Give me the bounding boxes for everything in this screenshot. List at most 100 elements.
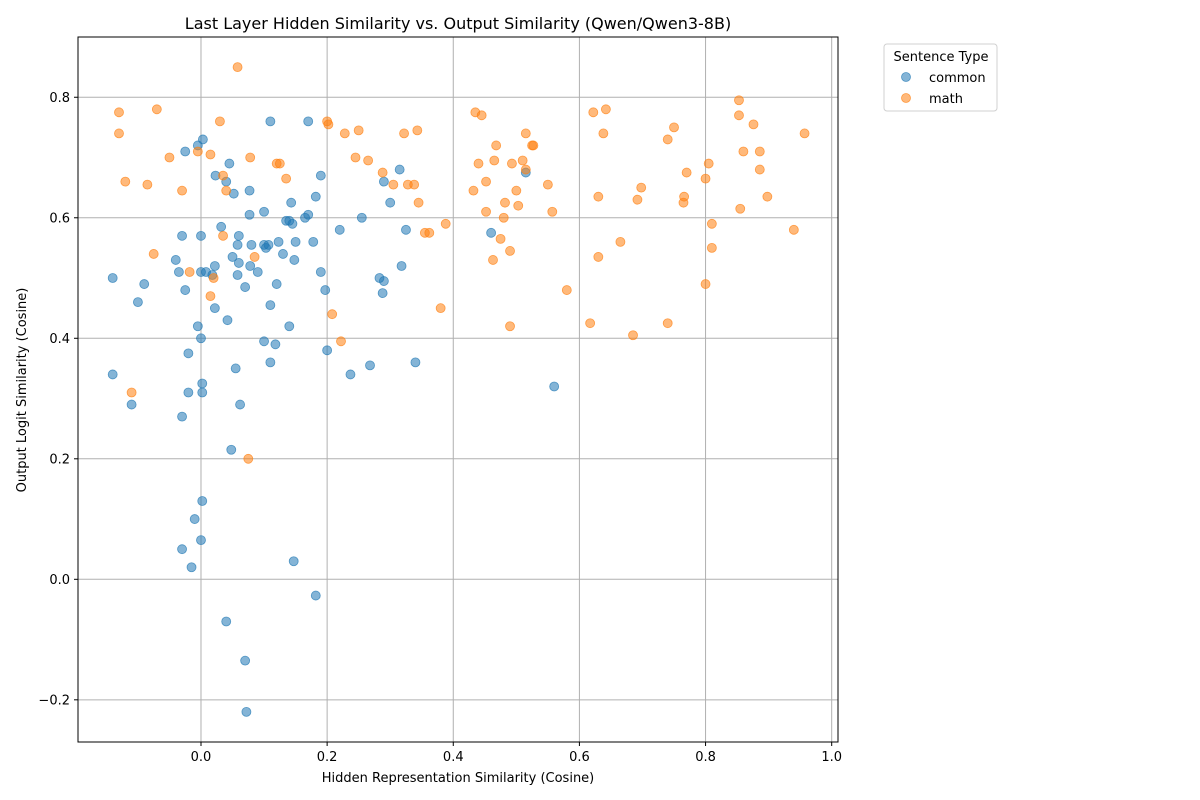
data-point-common bbox=[303, 116, 314, 127]
data-point-common bbox=[180, 285, 191, 295]
data-point-common bbox=[286, 197, 297, 208]
data-point-math bbox=[388, 179, 399, 190]
data-point-math bbox=[593, 191, 604, 202]
data-point-common bbox=[396, 261, 407, 271]
data-point-common bbox=[232, 270, 243, 280]
series-math bbox=[114, 62, 810, 464]
data-point-math bbox=[754, 146, 765, 157]
legend-marker-common bbox=[901, 72, 911, 82]
data-point-math bbox=[636, 182, 647, 193]
data-points bbox=[107, 62, 810, 717]
data-point-math bbox=[412, 125, 423, 136]
data-point-common bbox=[180, 146, 191, 157]
data-point-common bbox=[486, 227, 497, 238]
data-point-math bbox=[151, 104, 162, 115]
data-point-common bbox=[235, 399, 245, 410]
data-point-math bbox=[424, 227, 435, 238]
data-point-common bbox=[259, 336, 269, 347]
data-point-math bbox=[218, 170, 228, 181]
data-point-math bbox=[208, 273, 219, 283]
data-point-math bbox=[218, 230, 228, 241]
data-point-common bbox=[209, 261, 220, 271]
data-point-common bbox=[270, 339, 281, 350]
data-point-math bbox=[274, 158, 285, 169]
data-point-math bbox=[520, 164, 531, 175]
series-common bbox=[107, 116, 560, 717]
data-point-common bbox=[401, 224, 411, 235]
data-point-math bbox=[184, 267, 195, 277]
data-point-common bbox=[241, 706, 252, 717]
data-point-math bbox=[377, 167, 388, 178]
y-tick-label: 0.8 bbox=[49, 91, 70, 106]
data-point-common bbox=[197, 496, 208, 506]
data-point-math bbox=[615, 236, 626, 247]
legend-marker-math bbox=[901, 93, 911, 103]
data-point-common bbox=[240, 655, 251, 666]
data-point-common bbox=[233, 258, 244, 268]
data-point-math bbox=[114, 128, 124, 139]
data-point-common bbox=[303, 209, 314, 220]
data-point-common bbox=[410, 357, 421, 368]
y-tick-label: −0.2 bbox=[38, 693, 70, 708]
data-point-math bbox=[221, 185, 232, 196]
data-point-math bbox=[491, 140, 502, 151]
data-point-math bbox=[700, 279, 711, 289]
data-point-common bbox=[107, 369, 118, 380]
data-point-common bbox=[284, 321, 295, 332]
grid bbox=[78, 37, 838, 742]
data-point-common bbox=[227, 252, 238, 262]
data-point-math bbox=[350, 152, 361, 163]
data-point-common bbox=[287, 218, 298, 229]
x-tick-label: 0.2 bbox=[317, 750, 338, 765]
data-point-math bbox=[632, 194, 643, 205]
data-point-common bbox=[192, 321, 203, 332]
data-point-math bbox=[336, 336, 346, 347]
data-point-math bbox=[232, 62, 243, 73]
data-point-math bbox=[473, 158, 484, 169]
data-point-common bbox=[308, 236, 319, 247]
y-tick-label: 0.6 bbox=[49, 211, 70, 226]
data-point-common bbox=[345, 369, 356, 380]
data-point-math bbox=[681, 167, 692, 178]
data-point-common bbox=[265, 357, 276, 368]
data-point-common bbox=[310, 191, 321, 202]
data-point-math bbox=[511, 185, 522, 196]
x-tick-label: 1.0 bbox=[821, 750, 842, 765]
data-point-common bbox=[378, 176, 389, 187]
data-point-math bbox=[588, 107, 599, 118]
data-point-common bbox=[177, 230, 187, 241]
data-point-common bbox=[196, 230, 206, 241]
data-point-math bbox=[669, 122, 679, 133]
data-point-common bbox=[322, 345, 333, 356]
data-point-math bbox=[215, 116, 225, 127]
data-point-common bbox=[196, 333, 206, 344]
data-point-math bbox=[528, 140, 539, 151]
data-point-math bbox=[517, 155, 528, 166]
data-point-math bbox=[205, 291, 216, 302]
data-point-common bbox=[209, 303, 220, 314]
data-point-math bbox=[561, 285, 572, 295]
data-point-common bbox=[259, 206, 269, 217]
data-point-math bbox=[513, 200, 524, 211]
data-point-math bbox=[706, 218, 717, 229]
axis-ticks: 0.0 0.2 0.4 0.6 0.8 1.0 −0.2 0.0 0.2 0.4 0.6 0.8 bbox=[38, 91, 842, 765]
data-point-common bbox=[290, 236, 301, 247]
data-point-math bbox=[192, 146, 203, 157]
data-point-common bbox=[273, 236, 284, 247]
data-point-common bbox=[278, 249, 288, 259]
data-point-common bbox=[365, 360, 375, 371]
data-point-math bbox=[142, 179, 153, 190]
x-axis-label: Hidden Representation Similarity (Cosine… bbox=[322, 771, 595, 786]
y-tick-label: 0.4 bbox=[49, 332, 70, 347]
data-point-math bbox=[323, 119, 334, 130]
data-point-math bbox=[520, 128, 531, 139]
data-point-common bbox=[233, 230, 244, 241]
data-point-common bbox=[224, 158, 235, 169]
data-point-common bbox=[246, 239, 257, 250]
data-point-common bbox=[226, 444, 237, 455]
x-tick-label: 0.4 bbox=[443, 750, 464, 765]
data-point-common bbox=[265, 300, 276, 311]
x-tick-label: 0.0 bbox=[191, 750, 212, 765]
data-point-math bbox=[762, 191, 773, 202]
